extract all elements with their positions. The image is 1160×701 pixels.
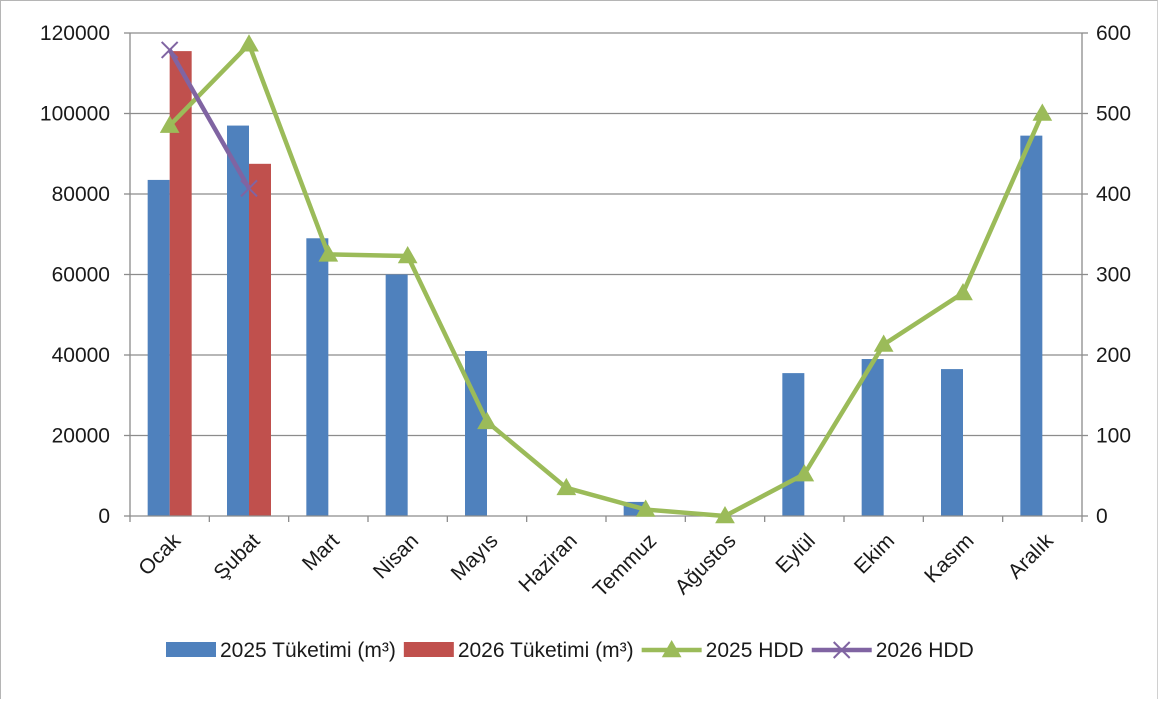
point-Kasım bbox=[953, 283, 973, 301]
bar-Ekim bbox=[861, 359, 884, 516]
right-tick-label: 600 bbox=[1096, 22, 1131, 45]
point-Nisan bbox=[397, 245, 418, 264]
point-Şubat bbox=[239, 34, 259, 52]
legend-swatch bbox=[166, 642, 216, 657]
left-tick-label: 20000 bbox=[52, 425, 110, 448]
x-tick-label: Aralık bbox=[1004, 529, 1059, 584]
point-Ocak bbox=[160, 41, 179, 59]
legend-label: 2025 Tüketimi (m³) bbox=[220, 639, 396, 662]
bar-Eylül bbox=[782, 373, 805, 516]
bar-Kasım bbox=[941, 369, 963, 516]
legend-entry: 2026 HDD bbox=[811, 639, 974, 662]
x-tick-label: Ağustos bbox=[671, 529, 741, 599]
x-tick-label: Mart bbox=[298, 529, 344, 575]
left-axis-ticks: 0 20000 40000 60000 80000 100000 120000 bbox=[40, 22, 110, 528]
point-Haziran bbox=[556, 477, 577, 496]
right-tick-label: 500 bbox=[1096, 103, 1131, 126]
x-tick-label: Şubat bbox=[209, 529, 264, 584]
left-tick-label: 60000 bbox=[52, 264, 110, 287]
right-tick-label: 200 bbox=[1096, 344, 1131, 367]
point-Temmuz bbox=[635, 499, 656, 517]
bar-Şubat bbox=[249, 163, 271, 516]
x-tick-label: Nisan bbox=[369, 529, 423, 583]
x-tick-label: Haziran bbox=[514, 529, 581, 596]
left-tick-label: 80000 bbox=[52, 183, 110, 206]
legend-label: 2026 Tüketimi (m³) bbox=[458, 639, 634, 662]
bars bbox=[147, 51, 1043, 517]
point-Ocak bbox=[159, 115, 180, 133]
x-tick-label: Mayıs bbox=[447, 529, 503, 585]
right-axis-ticks: 0 100 200 300 400 500 600 bbox=[1096, 22, 1131, 528]
axes bbox=[124, 32, 1088, 522]
right-tick-label: 100 bbox=[1096, 425, 1131, 448]
point-Şubat bbox=[240, 179, 258, 198]
legend-label: 2026 HDD bbox=[876, 639, 974, 662]
point-Ekim bbox=[873, 334, 894, 352]
legend-marker bbox=[833, 641, 851, 659]
marker-stroke bbox=[833, 641, 851, 659]
bar-Ocak bbox=[147, 179, 170, 516]
right-tick-label: 0 bbox=[1096, 505, 1108, 528]
bar-Aralık bbox=[1020, 135, 1043, 516]
left-tick-label: 0 bbox=[98, 505, 110, 528]
point-Mart bbox=[318, 244, 339, 262]
right-tick-label: 300 bbox=[1096, 264, 1131, 287]
left-tick-label: 40000 bbox=[52, 344, 110, 367]
x-tick-label: Eylül bbox=[771, 529, 819, 577]
x-tick-label: Ekim bbox=[850, 529, 899, 578]
point-Aralık bbox=[1032, 103, 1053, 121]
legend-marker bbox=[661, 639, 682, 658]
bar-Mayıs bbox=[465, 350, 487, 516]
line-2025 HDD bbox=[168, 42, 1045, 519]
bar-Şubat bbox=[227, 125, 249, 516]
gridlines bbox=[130, 32, 1082, 437]
point-Ağustos bbox=[715, 505, 735, 524]
bar-Mart bbox=[306, 238, 329, 516]
marker-stroke bbox=[160, 41, 179, 59]
legend-entry: 2025 HDD bbox=[641, 639, 804, 662]
line-2026 HDD bbox=[167, 48, 251, 190]
legend: 2025 Tüketimi (m³) 2026 Tüketimi (m³) 2025… bbox=[166, 639, 974, 662]
point-Mayıs bbox=[477, 411, 497, 430]
x-tick-label: Ocak bbox=[134, 529, 185, 580]
marker-stroke bbox=[240, 179, 258, 198]
bar-Nisan bbox=[385, 274, 408, 516]
x-tick-label: Temmuz bbox=[589, 529, 661, 601]
legend-entry: 2026 Tüketimi (m³) bbox=[403, 639, 634, 662]
legend-entry: 2025 Tüketimi (m³) bbox=[166, 639, 396, 662]
bar-Ocak bbox=[169, 51, 192, 517]
legend-swatch bbox=[403, 642, 454, 657]
left-tick-label: 120000 bbox=[40, 22, 110, 45]
left-tick-label: 100000 bbox=[40, 103, 110, 126]
right-tick-label: 400 bbox=[1096, 183, 1131, 206]
legend-label: 2025 HDD bbox=[706, 639, 804, 662]
x-tick-label: Kasım bbox=[920, 529, 978, 587]
point-Eylül bbox=[794, 464, 815, 482]
x-axis-ticks: Ocak Şubat Mart Nisan Mayıs Haziran Temmuz Ağus… bbox=[134, 529, 1058, 602]
lines bbox=[159, 34, 1053, 524]
